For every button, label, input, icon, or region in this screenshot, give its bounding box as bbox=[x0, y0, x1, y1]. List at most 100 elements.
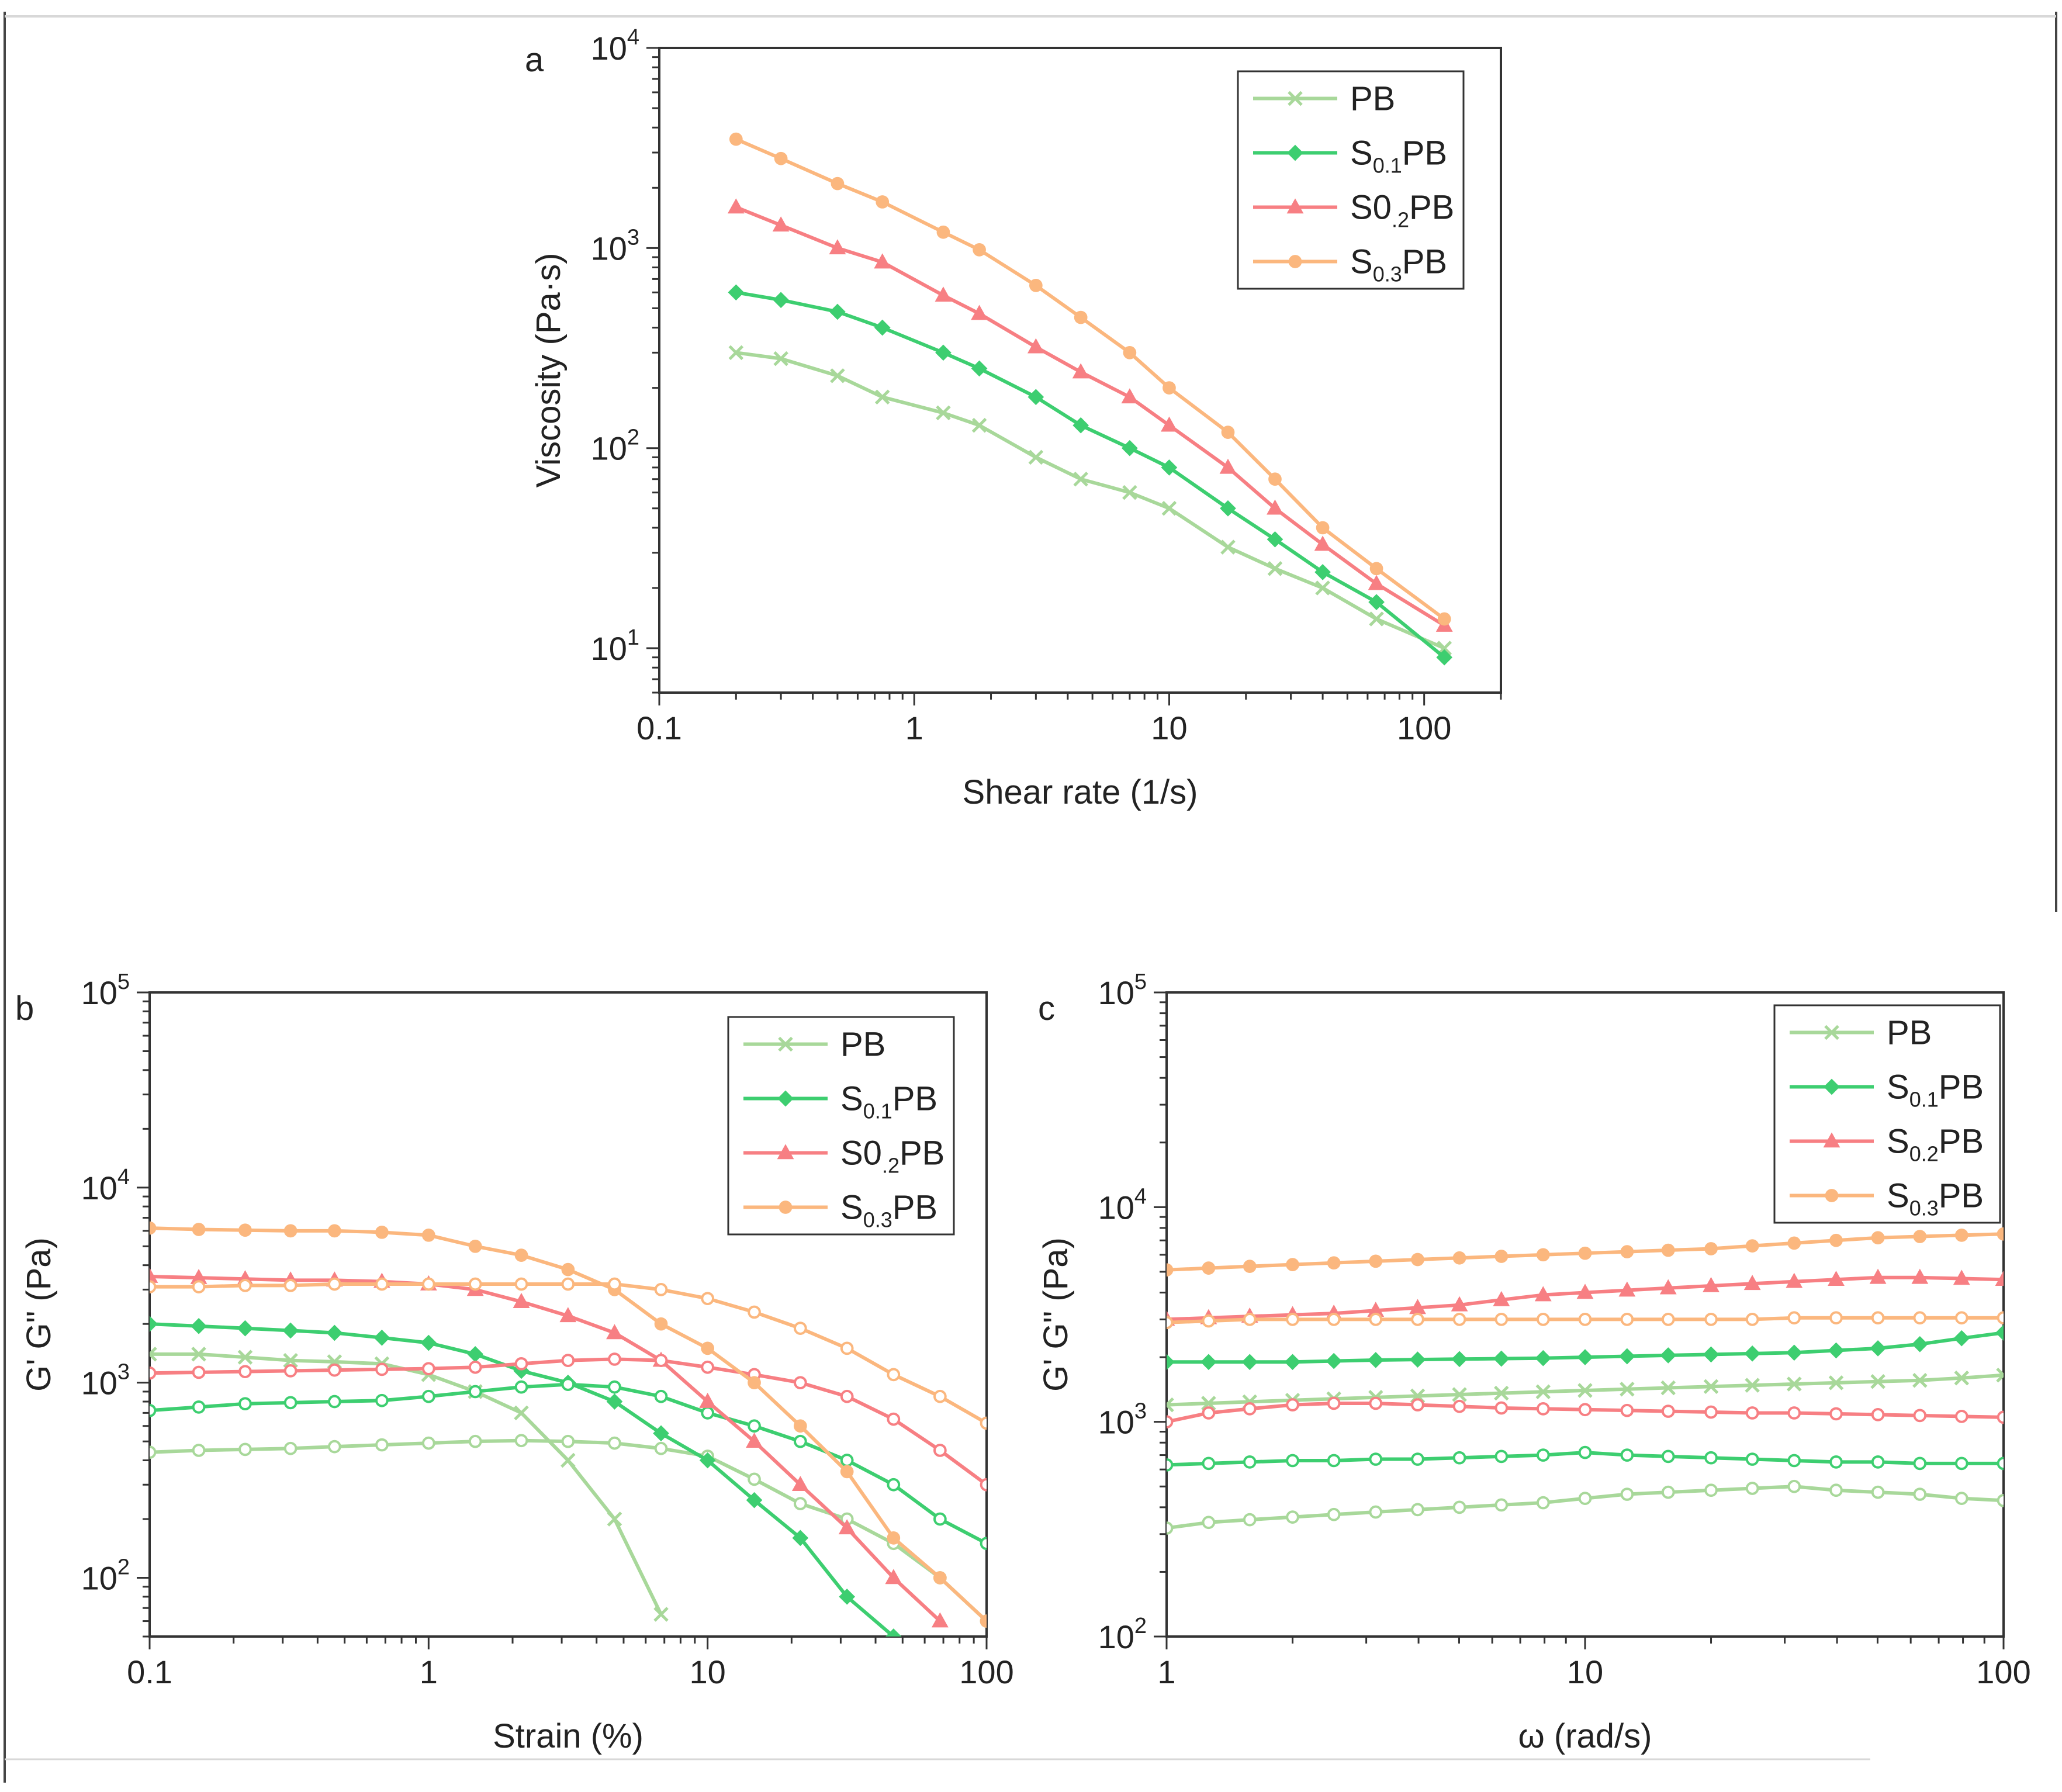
data-point bbox=[1871, 1231, 1885, 1245]
legend: PB S0.1PB S0.2PB S0.3PB bbox=[1773, 1004, 2001, 1224]
data-point bbox=[1997, 1311, 2004, 1325]
legend-label: PB bbox=[840, 1026, 885, 1064]
data-point bbox=[840, 1454, 854, 1467]
data-point bbox=[1241, 1354, 1258, 1371]
data-point bbox=[1871, 1455, 1885, 1469]
data-point bbox=[1997, 1493, 2004, 1507]
data-point bbox=[728, 284, 745, 301]
data-point bbox=[283, 1278, 297, 1292]
legend-swatch-marker bbox=[777, 1144, 794, 1160]
data-point bbox=[1661, 1404, 1675, 1418]
data-point bbox=[1284, 1354, 1301, 1371]
data-point bbox=[935, 286, 952, 302]
data-point bbox=[283, 1352, 298, 1368]
data-point bbox=[1536, 1313, 1550, 1326]
data-point bbox=[192, 1280, 206, 1293]
data-point bbox=[1161, 459, 1178, 476]
y-axis-title: G' G" (Pa) bbox=[20, 1237, 58, 1392]
data-point bbox=[1661, 1449, 1675, 1464]
data-point bbox=[1409, 1299, 1426, 1314]
data-point bbox=[653, 1607, 669, 1622]
panel-c: 1 10 100 102 103 104 105 ω (rad/s) G' G" (Pa) c PB… bbox=[1037, 970, 2031, 1755]
y-tick-label: 105 bbox=[81, 970, 130, 1011]
plot-frame bbox=[148, 991, 988, 1638]
data-point bbox=[1267, 561, 1283, 576]
x-tick-label: 10 bbox=[1151, 710, 1187, 746]
data-point bbox=[1411, 1398, 1424, 1412]
data-point bbox=[375, 1362, 389, 1376]
data-point bbox=[237, 1320, 254, 1337]
data-point bbox=[654, 1441, 668, 1455]
data-point bbox=[935, 344, 952, 361]
x-axis-title: Shear rate (1/s) bbox=[963, 773, 1198, 811]
data-point bbox=[375, 1393, 389, 1407]
legend-label: S0.2PB bbox=[1350, 189, 1454, 232]
legend-swatch-marker bbox=[1287, 144, 1303, 161]
data-point bbox=[1913, 1487, 1927, 1501]
data-point bbox=[1221, 425, 1235, 439]
data-point bbox=[1451, 1296, 1468, 1312]
data-point bbox=[1286, 1398, 1299, 1412]
legend-label: PB bbox=[1887, 1014, 1932, 1052]
data-point bbox=[606, 1393, 623, 1410]
data-point bbox=[1745, 1482, 1759, 1495]
data-point bbox=[1997, 1410, 2004, 1424]
x-axis-title: Strain (%) bbox=[493, 1717, 643, 1755]
series-line bbox=[150, 1275, 942, 1623]
data-point bbox=[1167, 1263, 1174, 1277]
data-point bbox=[1072, 363, 1089, 379]
data-point bbox=[933, 1389, 947, 1403]
data-point bbox=[467, 1346, 484, 1362]
data-point bbox=[283, 1441, 297, 1455]
data-point bbox=[980, 1416, 987, 1430]
data-point bbox=[468, 1277, 482, 1291]
series-line bbox=[150, 1382, 987, 1545]
data-point bbox=[608, 1436, 621, 1450]
data-point bbox=[1997, 1457, 2004, 1471]
data-point bbox=[1243, 1313, 1257, 1326]
data-point bbox=[1327, 1396, 1341, 1410]
data-point bbox=[1267, 499, 1283, 515]
data-point bbox=[608, 1352, 621, 1366]
data-point bbox=[1494, 1313, 1509, 1326]
data-point bbox=[840, 1465, 854, 1479]
data-point bbox=[654, 1283, 668, 1296]
data-point bbox=[1411, 1452, 1424, 1466]
data-point bbox=[1954, 1492, 1968, 1505]
data-point bbox=[887, 1368, 901, 1382]
legend-label: S0.3PB bbox=[1350, 243, 1447, 286]
data-point bbox=[1167, 1458, 1174, 1472]
data-point bbox=[1167, 1521, 1174, 1535]
data-point bbox=[1661, 1313, 1675, 1326]
data-point bbox=[885, 1569, 902, 1585]
data-point bbox=[936, 225, 950, 239]
data-point bbox=[1202, 1516, 1216, 1530]
data-point bbox=[1436, 649, 1453, 666]
data-point bbox=[1493, 1291, 1510, 1306]
data-point bbox=[150, 1267, 158, 1283]
legend-swatch-marker bbox=[778, 1036, 793, 1052]
data-point bbox=[876, 195, 890, 209]
data-point bbox=[328, 1395, 341, 1409]
data-point bbox=[283, 1224, 297, 1238]
data-point bbox=[561, 1354, 575, 1367]
data-point bbox=[150, 1316, 158, 1333]
data-point bbox=[748, 1419, 761, 1433]
data-point bbox=[1871, 1408, 1885, 1421]
data-point bbox=[1200, 1354, 1217, 1371]
data-point bbox=[561, 1378, 575, 1391]
data-point bbox=[421, 1389, 435, 1403]
data-point bbox=[1913, 1457, 1927, 1471]
series-line bbox=[735, 351, 1445, 650]
data-point bbox=[1167, 1415, 1174, 1429]
data-point bbox=[1828, 1342, 1845, 1359]
data-point bbox=[794, 1497, 807, 1510]
data-point bbox=[1411, 1253, 1424, 1267]
data-point bbox=[1202, 1406, 1216, 1420]
data-point bbox=[1536, 1248, 1550, 1262]
data-point bbox=[1452, 1500, 1466, 1514]
data-point bbox=[931, 1612, 949, 1628]
legend-label: S0.1PB bbox=[1887, 1068, 1984, 1112]
data-point bbox=[514, 1277, 528, 1291]
data-point bbox=[283, 1396, 297, 1410]
